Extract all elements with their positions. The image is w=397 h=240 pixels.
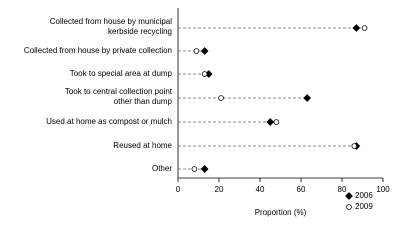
marker-2009 [351,143,358,149]
x-tick-label: 80 [338,185,347,194]
marker-2009 [273,119,280,125]
category-label: Reused at home [113,141,172,150]
category-label: Other [151,164,172,173]
x-tick-label: 20 [215,185,224,194]
marker-2009 [191,166,198,172]
x-tick-label: 60 [297,185,306,194]
legend-label: 2009 [355,202,373,211]
marker-2009 [361,25,368,31]
marker-2006 [345,192,353,200]
category-label: Collected from house by private collecti… [23,46,172,55]
x-tick-label: 0 [176,185,181,194]
x-axis-label: Proportion (%) [255,208,307,217]
legend-label: 2006 [355,191,373,200]
page: {"chart_data": {"type": "dot", "categori… [23,8,391,218]
marker-2006 [200,165,209,173]
marker-2009 [218,95,224,101]
marker-2006 [200,47,209,55]
chart: 0 20 40 60 80 100 Proportion (%) 2006 2009 [176,8,390,217]
x-tick-label: 100 [376,185,390,194]
marker-2009 [346,204,352,210]
category-label: Took to special area at dump [69,69,172,78]
marker-2009 [193,48,200,54]
x-tick-label: 40 [256,185,265,194]
marker-2006 [352,24,361,32]
category-label: Collected from house by municipal kerbsi… [49,17,172,36]
marker-2009 [201,71,208,77]
category-label: Took to central collection point other t… [64,87,172,106]
category-label: Used at home as compost or mulch [46,117,172,126]
marker-2006 [266,118,275,126]
marker-2006 [303,94,312,102]
